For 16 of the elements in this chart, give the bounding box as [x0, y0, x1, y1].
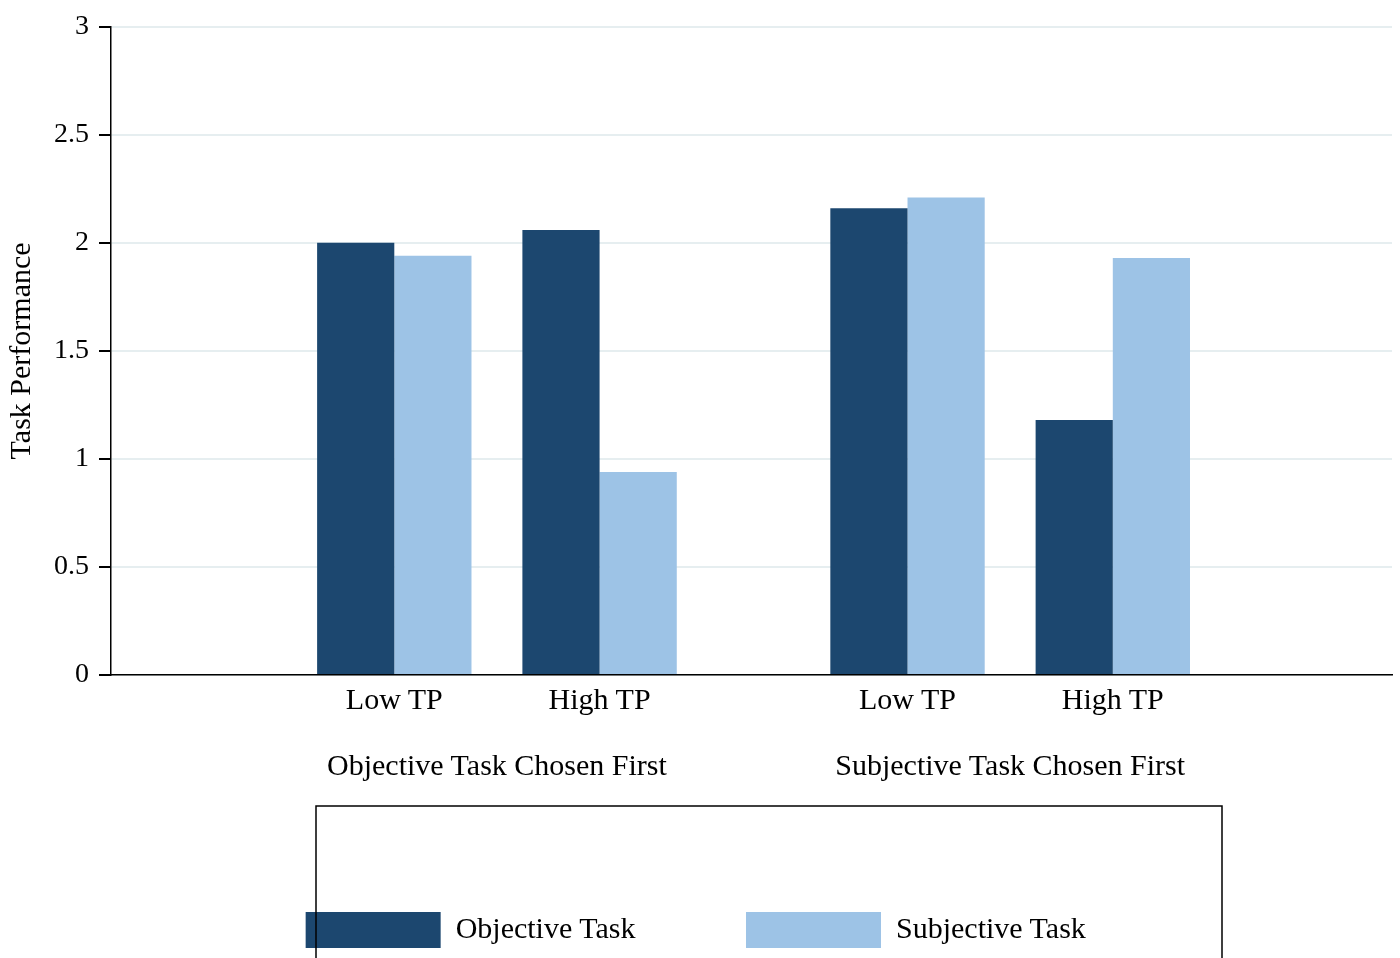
y-tick-label: 0 — [75, 657, 89, 689]
x-tick-label: Low TP — [345, 681, 443, 715]
y-axis-title: Task Performance — [2, 242, 36, 460]
text: Subjective Task Chosen First — [835, 747, 1186, 781]
y-tick-label: 0.5 — [54, 549, 89, 581]
text: Objective Task Chosen First — [327, 747, 668, 781]
x-tick-label: Low TP — [859, 681, 956, 715]
y-tick-label: 2.5 — [54, 117, 89, 149]
legend-label: Objective Task — [455, 910, 636, 944]
y-tick-label: 3 — [75, 9, 89, 41]
y-tick-label: 1 — [75, 441, 89, 473]
x-tick-label: High TP — [548, 681, 651, 715]
x-tick-label: High TP — [1061, 681, 1164, 715]
legend-label: Subjective Task — [895, 910, 1086, 944]
y-tick-label: 2 — [75, 225, 89, 257]
y-tick-label: 1.5 — [54, 333, 89, 365]
